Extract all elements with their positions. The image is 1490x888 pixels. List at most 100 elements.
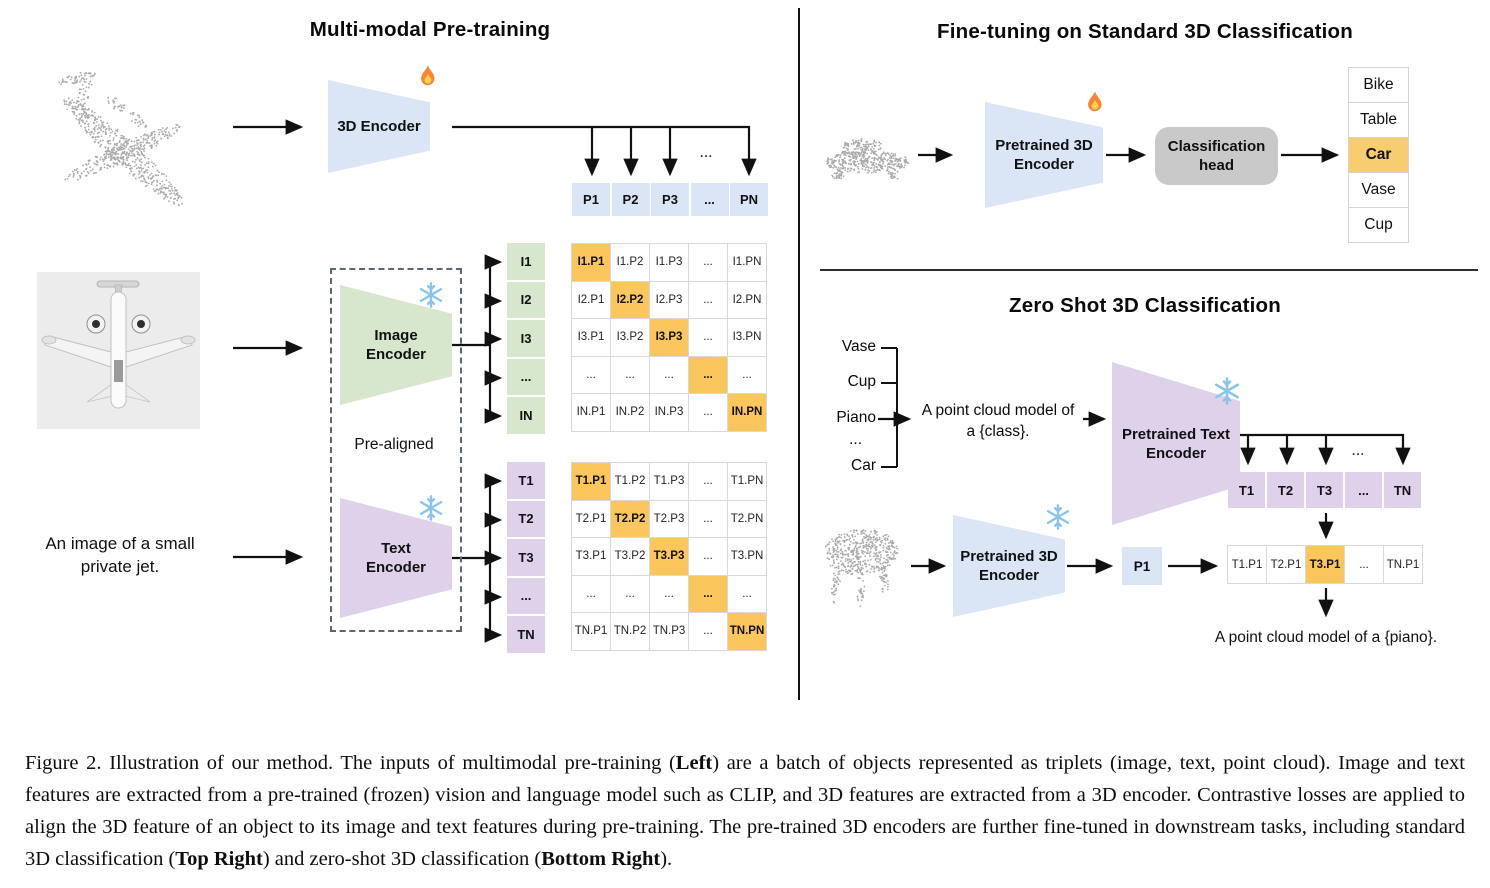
text-feature-labels: T1 T2 T3... TN [507,462,545,653]
matrix-cell: TN.P3 [650,613,689,651]
matrix-cell: T3.P1 [572,538,611,576]
caption-segment: Bottom Right [541,847,661,870]
image-feature-label: IN [507,397,545,434]
car-pointcloud-image [826,138,910,180]
matrix-cell: IN.P2 [611,394,650,432]
class-option: Table [1349,103,1409,138]
matrix-cell: ... [689,394,728,432]
text-feature-row: T1 T2 T3... TN [1228,472,1421,508]
matrix-cell: I3.P1 [572,319,611,357]
matrix-cell: ... [689,319,728,357]
zeroshot-class-name: Car [851,457,876,474]
caption-segment: ). [660,847,673,870]
matrix-cell: T1.P1 [572,463,611,501]
image-point-similarity-matrix: I1.P1 I1.P2 I1.P3... I1.PN I2.P1 I2.P2 I2.P3..… [571,243,767,432]
class-option: Car [1349,138,1409,173]
pretrained-text-encoder-label: Pretrained Text Encoder [1121,425,1231,462]
caption-segment: Top Right [175,847,263,870]
matrix-cell: IN.P3 [650,394,689,432]
matrix-cell: T1.P2 [611,463,650,501]
text-feature-cell: T3 [1306,472,1343,508]
zeroshot-class-name: Cup [847,373,876,390]
classification-head-block: Classification head [1155,127,1278,185]
classification-head-label: Classification head [1167,138,1266,174]
zeroshot-output-text: A point cloud model of a {piano}. [1214,629,1438,646]
text-point-similarity-matrix: T1.P1 T1.P2 T1.P3... T1.PN T2.P1 T2.P2 T2.P3..… [571,462,767,651]
matrix-cell: I2.PN [728,281,767,319]
class-option: Vase [1349,173,1409,208]
zeroshot-class-name: Vase [841,338,876,355]
p-feature-cell: P1 [572,183,610,216]
matrix-cell: ... [572,575,611,613]
p-feature-row: P1 P2 P3... PN [572,183,768,216]
matrix-cell: T2.P1 [572,500,611,538]
matrix-cell: I3.PN [728,319,767,357]
image-feature-label: I1 [507,243,545,280]
matrix-cell: ... [650,356,689,394]
3d-encoder-block: 3D Encoder [328,80,430,173]
pre-aligned-label: Pre-aligned [354,436,434,453]
finetune-section-title: Fine-tuning on Standard 3D Classificatio… [937,20,1353,43]
flame-icon [421,65,435,86]
jet-photo [37,272,200,429]
pre-aligned-box [330,268,462,632]
result-cell: ... [1345,546,1384,584]
figure-caption: Figure 2. Illustration of our method. Th… [25,747,1465,875]
caption-segment: Figure 2. Illustration of our method. Th… [25,751,676,774]
text-encoder-label: Text Encoder [365,540,426,576]
matrix-cell: ... [689,500,728,538]
image-feature-label: I3 [507,320,545,357]
text-feature-label: TN [507,616,545,653]
text-feature-cell: TN [1384,472,1421,508]
matrix-cell: IN.PN [728,394,767,432]
matrix-cell: TN.PN [728,613,767,651]
matrix-cell: IN.P1 [572,394,611,432]
matrix-cell: I3.P3 [650,319,689,357]
text-feature-cell: T2 [1267,472,1304,508]
matrix-cell: ... [689,244,728,282]
matrix-cell: TN.P2 [611,613,650,651]
image-feature-label: I2 [507,281,545,318]
matrix-cell: I2.P2 [611,281,650,319]
matrix-cell: ... [689,356,728,394]
3d-encoder-label: 3D Encoder [337,118,421,135]
caption-segment: ) are a batch of objects represented as … [25,751,1465,870]
matrix-cell: I3.P2 [611,319,650,357]
matrix-cell: ... [650,575,689,613]
matrix-cell: I1.PN [728,244,767,282]
caption-segment: ) and zero-shot 3D classification ( [262,847,542,870]
matrix-cell: T3.PN [728,538,767,576]
matrix-cell: ... [728,356,767,394]
p-feature-cell: P3 [651,183,689,216]
matrix-cell: TN.P1 [572,613,611,651]
matrix-cell: ... [689,538,728,576]
matrix-cell: T2.P2 [611,500,650,538]
result-cell: TN.P1 [1384,546,1423,584]
p-feature-cell: ... [690,183,729,216]
matrix-cell: ... [611,575,650,613]
text-feature-label: ... [507,577,545,614]
class-option: Bike [1349,68,1409,103]
matrix-cell: ... [572,356,611,394]
matrix-cell: I2.P3 [650,281,689,319]
matrix-cell: ... [611,356,650,394]
matrix-cell: I1.P1 [572,244,611,282]
result-cell: T1.P1 [1228,546,1267,584]
text-feature-cell: T1 [1228,472,1265,508]
classification-output-list: Bike Table Car Vase Cup [1348,67,1409,243]
result-cell: T3.P1 [1306,546,1345,584]
snowflake-icon [419,282,443,308]
input-text-caption: An image of a small private jet. [45,534,195,576]
matrix-cell: ... [728,575,767,613]
p1-feature-cell: P1 [1122,547,1162,585]
airplane-pointcloud-image [58,71,183,207]
snowflake-icon [1215,377,1240,405]
caption-segment: Left [675,751,713,774]
pretrained-3d-encoder-label: Pretrained 3D Encoder [960,548,1058,584]
matrix-cell: ... [689,281,728,319]
class-option: Cup [1349,208,1409,243]
matrix-cell: T1.PN [728,463,767,501]
image-encoder-block: Image Encoder [340,285,452,405]
image-feature-labels: I1 I2 I3... IN [507,243,545,434]
